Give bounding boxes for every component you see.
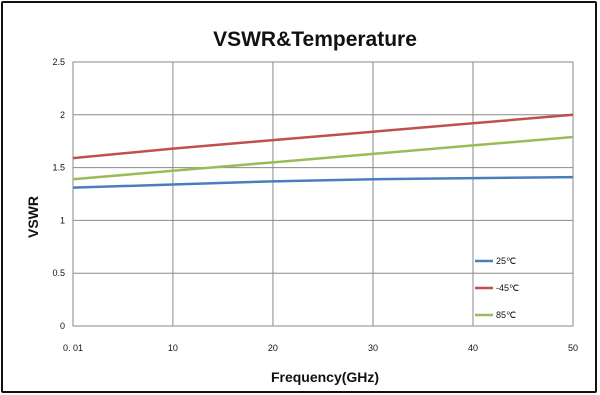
- y-tick-label: 2.5: [52, 57, 65, 67]
- y-tick-label: 0.5: [52, 268, 65, 278]
- y-tick-label: 0: [60, 321, 65, 331]
- x-tick-label: 20: [268, 343, 278, 353]
- legend-label: -45℃: [496, 283, 519, 293]
- legend-label: 25℃: [496, 256, 516, 266]
- series-line: [72, 175, 574, 189]
- x-tick-label: 40: [468, 343, 478, 353]
- legend-label: 85℃: [496, 310, 516, 320]
- y-tick-label: 1: [60, 215, 65, 225]
- y-axis-label: VSWR: [25, 196, 41, 238]
- series-layer: [72, 113, 574, 189]
- series-line: [72, 113, 574, 160]
- x-axis-ticks: 0. 01 10 20 30 40 50: [63, 343, 578, 353]
- series-line: [72, 135, 574, 181]
- legend: 25℃ -45℃ 85℃: [475, 256, 519, 320]
- x-tick-label: 30: [368, 343, 378, 353]
- x-tick-label: 50: [568, 343, 578, 353]
- y-tick-label: 1.5: [52, 163, 65, 173]
- x-axis-label: Frequency(GHz): [271, 369, 379, 385]
- x-tick-label: 0. 01: [63, 343, 83, 353]
- y-axis-ticks: 0 0.5 1 1.5 2 2.5: [52, 57, 65, 331]
- chart-title: VSWR&Temperature: [213, 28, 417, 51]
- grid: [72, 61, 574, 327]
- x-tick-label: 10: [168, 343, 178, 353]
- y-tick-label: 2: [60, 110, 65, 120]
